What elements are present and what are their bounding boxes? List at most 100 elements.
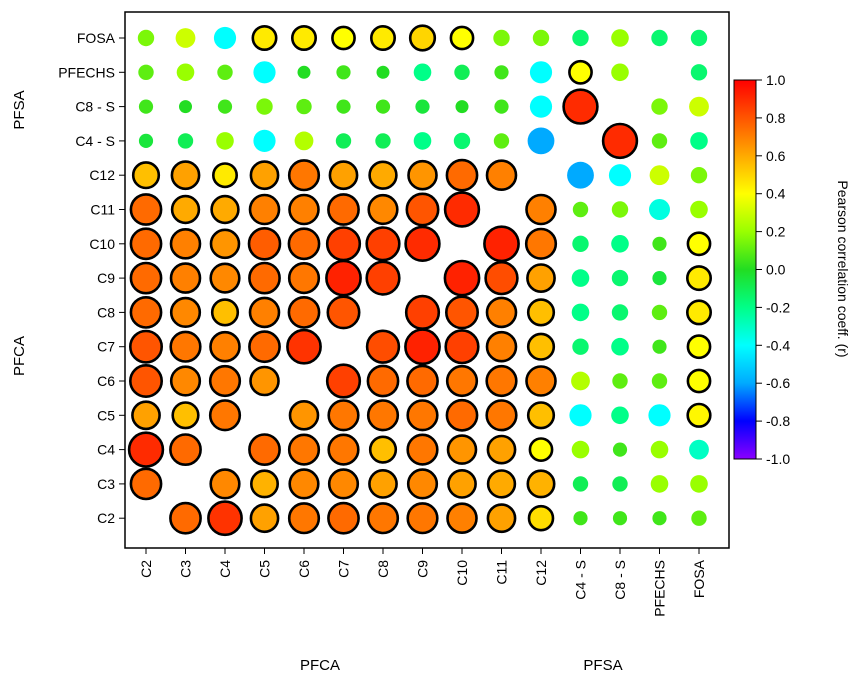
marker-c5-c9	[406, 399, 439, 432]
marker-c6-c10	[445, 364, 479, 398]
y-tick-label-c5: C5	[97, 407, 115, 423]
marker-c8-c2	[129, 295, 163, 329]
marker-c9-fosa	[685, 265, 712, 292]
marker-c9-pfechs	[652, 271, 667, 286]
marker-c2-c4-s	[573, 511, 588, 526]
marker-c12-c8-s	[608, 164, 632, 187]
marker-c4-s-c11	[493, 133, 510, 149]
marker-fosa-c8-s	[611, 29, 629, 47]
marker-c8-s-pfechs	[651, 98, 668, 115]
marker-c12-c8	[368, 160, 398, 190]
y-tick-label-c2: C2	[97, 510, 115, 526]
marker-c8-s-c6	[296, 98, 312, 115]
marker-c3-c8	[368, 468, 398, 499]
marker-c8-fosa	[685, 299, 712, 326]
marker-c2-fosa	[691, 510, 707, 526]
marker-c2-c8	[366, 502, 400, 535]
marker-c4-s-c10	[453, 132, 471, 150]
marker-fosa-c5	[251, 24, 278, 51]
marker-c4-s-c8	[375, 133, 391, 149]
marker-c4-c8	[368, 435, 398, 464]
marker-fosa-c11	[493, 29, 510, 47]
marker-c8-s-c4	[217, 99, 233, 114]
marker-c9-c10	[443, 259, 481, 297]
x-tick-label-c11: C11	[494, 560, 510, 585]
marker-c2-c11	[486, 503, 517, 534]
marker-c3-pfechs	[650, 475, 669, 493]
y-tick-label-c4-s: C4 - S	[75, 133, 115, 149]
marker-c11-c8	[367, 193, 399, 226]
marker-c12-c9	[407, 159, 438, 191]
marker-c7-fosa	[686, 334, 712, 360]
marker-c2-c4	[207, 500, 243, 537]
marker-c6-c4-s	[571, 371, 590, 391]
marker-c6-pfechs	[651, 373, 668, 389]
marker-c6-fosa	[686, 368, 712, 394]
marker-c2-c6	[287, 502, 321, 535]
y-tick-label-c12: C12	[89, 167, 115, 183]
marker-c10-c6	[287, 227, 321, 261]
marker-c10-c8-s	[611, 235, 629, 253]
marker-c4-s-pfechs	[651, 133, 668, 149]
marker-pfechs-fosa	[690, 64, 708, 81]
marker-pfechs-c2	[138, 64, 154, 81]
marker-c7-c4-s	[572, 338, 589, 355]
marker-c2-c10	[446, 502, 478, 535]
marker-c8-s-c5	[256, 98, 273, 115]
marker-c12-c4-s	[567, 161, 594, 189]
marker-c6-c11	[485, 364, 518, 398]
marker-c3-c4	[209, 468, 241, 500]
marker-fosa-c12	[532, 29, 550, 47]
marker-pfechs-c9	[413, 63, 432, 82]
marker-fosa-c3	[175, 28, 196, 48]
marker-c7-c12	[526, 332, 556, 361]
marker-c8-s-c4-s	[562, 88, 599, 125]
marker-pfechs-c10	[454, 64, 470, 81]
marker-c4-s-c8-s	[601, 122, 639, 160]
marker-c7-c9	[404, 328, 441, 366]
marker-c8-s-c2	[138, 99, 154, 114]
marker-c4-s-c6	[294, 131, 314, 151]
y-tick-label-c11: C11	[90, 202, 115, 218]
marker-c5-c7	[327, 399, 360, 432]
marker-c3-c7	[327, 468, 360, 500]
marker-fosa-c6	[290, 24, 317, 51]
x-tick-label-fosa: FOSA	[691, 559, 707, 598]
marker-fosa-c4-s	[572, 29, 589, 47]
marker-c9-c12	[526, 263, 556, 294]
marker-c9-c7	[325, 259, 362, 297]
marker-c12-c6	[287, 159, 321, 192]
marker-c8-c4-s	[571, 303, 590, 322]
marker-c9-c4	[209, 262, 241, 294]
colorbar-tick-label: 0.2	[766, 224, 786, 240]
marker-c8-c9	[404, 294, 441, 331]
marker-c4-s-c4	[216, 132, 234, 150]
marker-c10-c4	[209, 228, 241, 260]
marker-c4-c8-s	[612, 442, 628, 457]
marker-c5-c2	[131, 400, 161, 431]
marker-c8-c3	[169, 296, 202, 329]
marker-c8-pfechs	[651, 304, 668, 321]
marker-c9-c11	[484, 260, 519, 296]
marker-c4-c12	[528, 437, 554, 463]
marker-c5-c8	[366, 399, 400, 432]
marker-fosa-c2	[137, 29, 155, 47]
marker-c2-c3	[169, 501, 202, 535]
marker-c5-c3	[171, 401, 200, 430]
colorbar-tick-label: 0.0	[766, 262, 786, 278]
colorbar-tick-label: 0.6	[766, 148, 786, 164]
marker-c2-c9	[406, 502, 439, 535]
marker-c8-c12	[526, 298, 556, 327]
marker-c11-c7	[327, 193, 360, 226]
marker-c7-c11	[485, 330, 518, 363]
y-tick-label-c3: C3	[97, 476, 115, 492]
x-group-label-pfsa: PFSA	[583, 657, 622, 674]
marker-c5-c4-s	[569, 404, 592, 427]
marker-c11-c5	[248, 193, 281, 226]
y-tick-label-fosa: FOSA	[77, 30, 116, 46]
marker-c12-c2	[131, 161, 161, 190]
marker-pfechs-c8	[376, 65, 390, 79]
marker-c4-c2	[127, 431, 165, 468]
marker-c6-c4	[208, 364, 242, 398]
marker-fosa-c8	[369, 24, 396, 51]
